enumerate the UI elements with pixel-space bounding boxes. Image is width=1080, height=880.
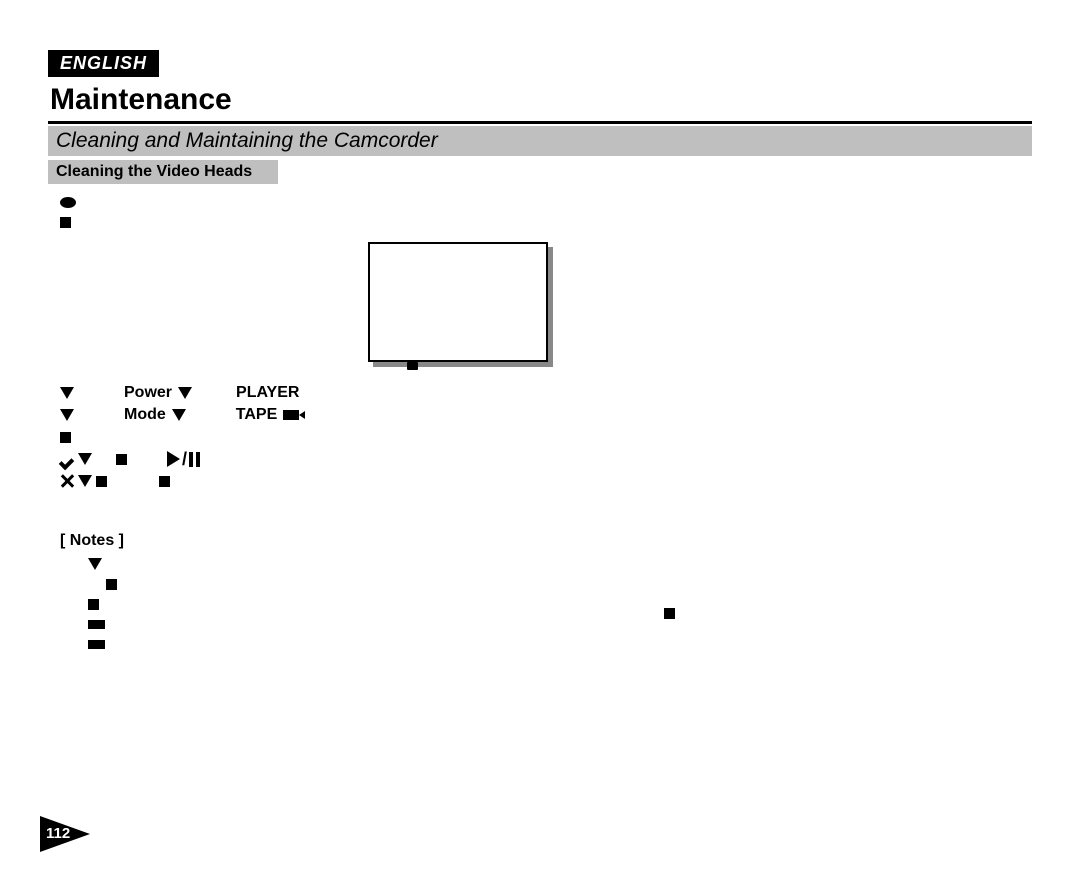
page-number: 112 — [46, 825, 70, 842]
stop-icon — [159, 476, 170, 487]
play-pause-icon: / — [167, 448, 200, 470]
square-icon — [88, 599, 99, 610]
triangle-down-icon — [88, 558, 102, 570]
tape-label: TAPE — [236, 404, 277, 426]
step-4: / — [60, 448, 299, 470]
page-title: Maintenance — [50, 83, 1032, 117]
power-label: Power — [124, 382, 172, 404]
language-badge: ENGLISH — [48, 50, 159, 77]
square-icon — [60, 432, 71, 443]
notes-bullets — [88, 554, 117, 654]
bullet-icon — [60, 197, 76, 208]
square-icon — [664, 608, 675, 619]
triangle-down-icon — [178, 387, 192, 399]
section-heading: Cleaning and Maintaining the Camcorder — [48, 126, 1032, 156]
step-marker-icon — [60, 387, 74, 399]
rect-icon — [88, 640, 105, 649]
step-5 — [60, 470, 299, 492]
camera-icon — [283, 410, 299, 420]
title-rule — [48, 121, 1032, 124]
triangle-down-icon — [172, 409, 186, 421]
step-3 — [60, 426, 299, 448]
noise-display-box — [368, 242, 548, 362]
caption-marker-icon — [407, 362, 418, 370]
square-icon — [96, 476, 107, 487]
intro-bullets — [60, 192, 76, 232]
triangle-down-icon — [78, 453, 92, 465]
player-label: PLAYER — [236, 382, 299, 404]
square-icon — [116, 454, 127, 465]
check-icon — [60, 453, 76, 465]
x-icon — [60, 474, 74, 488]
notes-heading: [ Notes ] — [60, 532, 124, 550]
subsection-heading: Cleaning the Video Heads — [48, 160, 278, 184]
steps-block: Power PLAYER Mode TAPE — [60, 382, 299, 492]
rect-icon — [88, 620, 105, 629]
bullet-icon — [60, 217, 71, 228]
mode-label: Mode — [124, 404, 166, 426]
step-1: Power PLAYER — [60, 382, 299, 404]
square-icon — [106, 579, 117, 590]
triangle-down-icon — [78, 475, 92, 487]
step-marker-icon — [60, 409, 74, 421]
step-2: Mode TAPE — [60, 404, 299, 426]
